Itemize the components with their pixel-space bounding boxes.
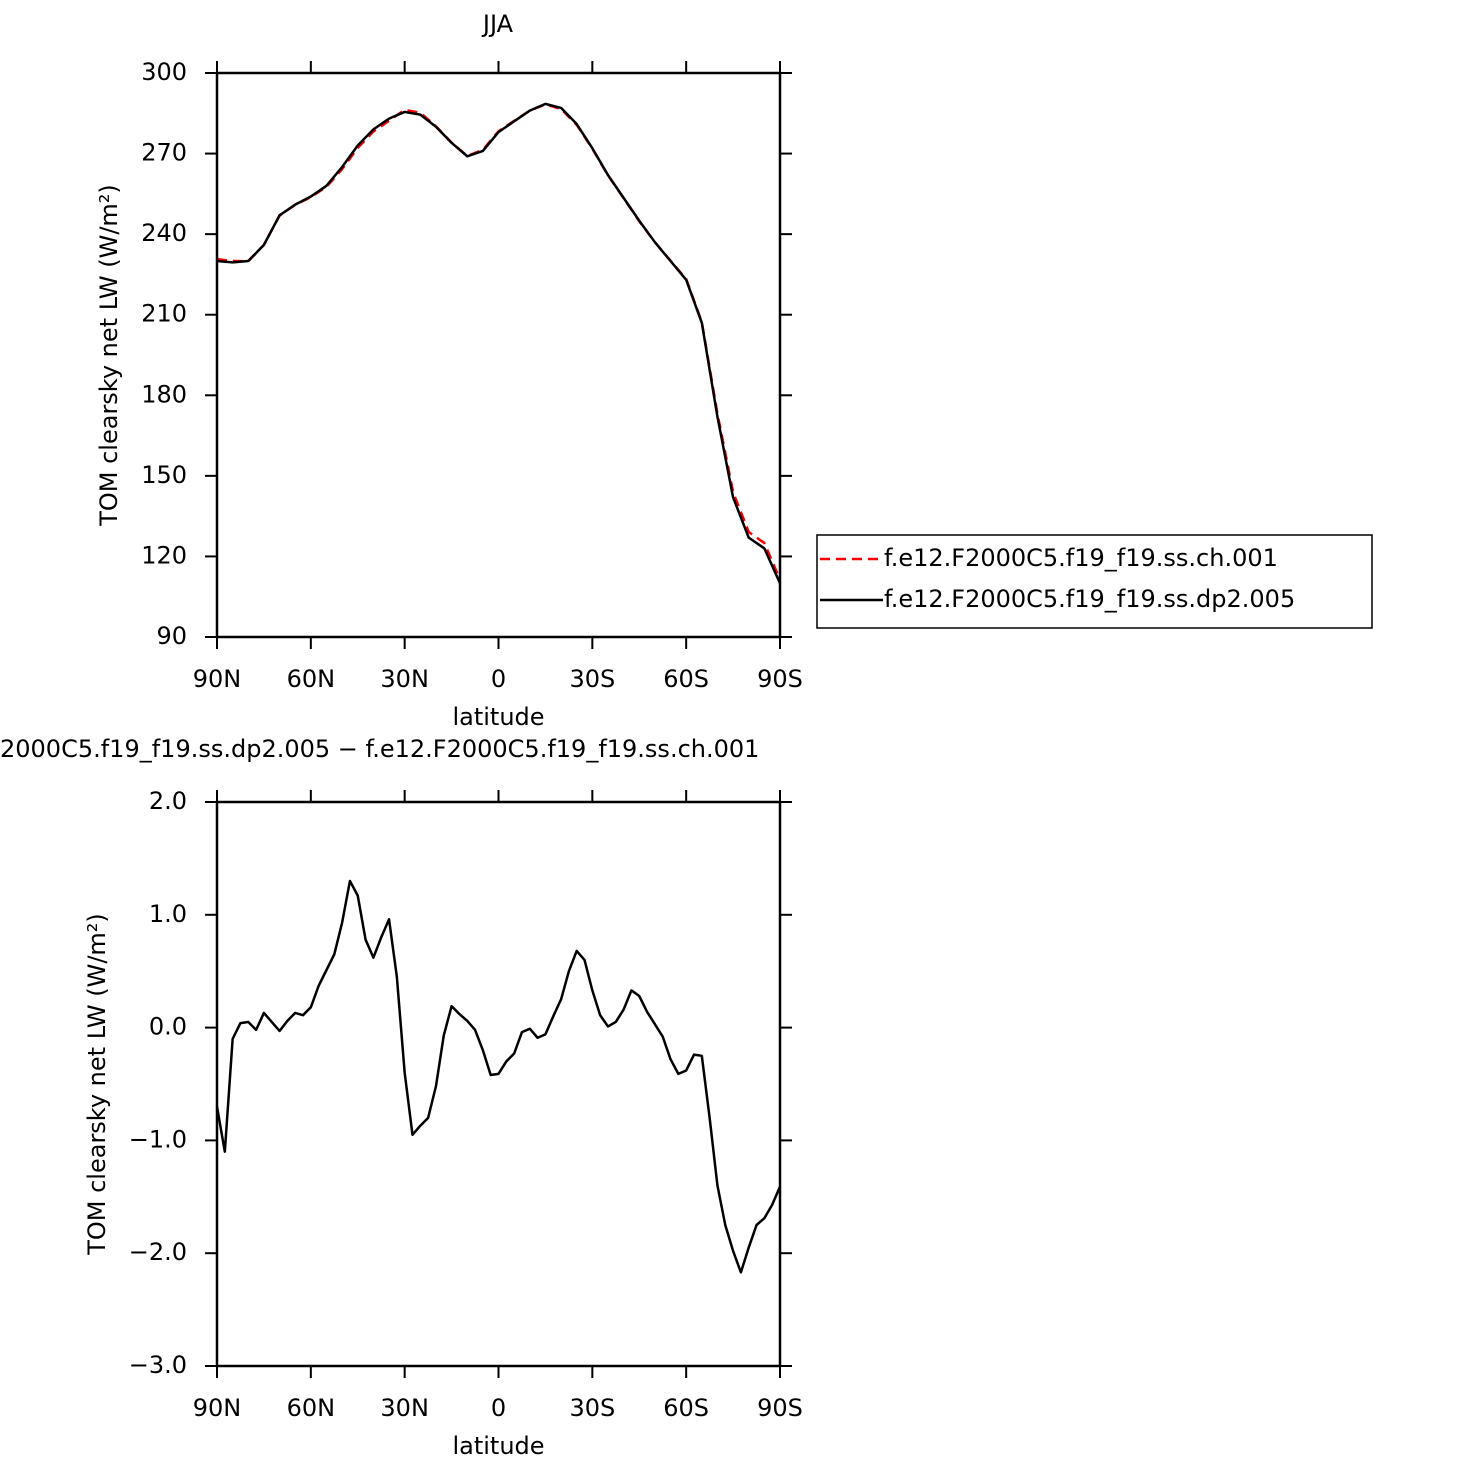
- y-tick-label: 180: [141, 380, 187, 408]
- y-tick-label: 270: [141, 139, 187, 167]
- y-tick-label: 240: [141, 219, 187, 247]
- y-tick-label: −1.0: [129, 1125, 187, 1153]
- x-axis-label: latitude: [452, 703, 544, 731]
- y-tick-label: −3.0: [129, 1351, 187, 1379]
- x-tick-label: 60N: [287, 1394, 336, 1422]
- legend-box: [816, 534, 1373, 629]
- y-tick-label: −2.0: [129, 1238, 187, 1266]
- data-line: [215, 879, 782, 1274]
- y-tick-label: 210: [141, 300, 187, 328]
- chart-title: JJA: [481, 10, 514, 38]
- plot-frame: [215, 71, 782, 639]
- x-tick-label: 90N: [193, 1394, 242, 1422]
- y-axis-label: TOM clearsky net LW (W/m²): [95, 184, 123, 527]
- x-tick-label: 30N: [380, 665, 429, 693]
- legend-label: f.e12.F2000C5.f19_f19.ss.dp2.005: [884, 585, 1295, 613]
- x-tick-label: 90N: [193, 665, 242, 693]
- data-line: [216, 102, 782, 584]
- chart-title: 2000C5.f19_f19.ss.dp2.005 − f.e12.F2000C…: [0, 735, 759, 763]
- x-axis-label: latitude: [452, 1432, 544, 1460]
- legend-label: f.e12.F2000C5.f19_f19.ss.ch.001: [884, 544, 1278, 572]
- x-tick-label: 30S: [569, 1394, 615, 1422]
- y-tick-label: 1.0: [149, 900, 187, 928]
- x-tick-label: 0: [491, 665, 506, 693]
- y-tick-label: 0.0: [149, 1013, 187, 1041]
- y-tick-label: 90: [156, 622, 187, 650]
- x-tick-label: 60S: [663, 1394, 709, 1422]
- plot-frame: [215, 800, 782, 1368]
- y-tick-label: 2.0: [149, 787, 187, 815]
- x-tick-label: 30N: [380, 1394, 429, 1422]
- data-line: [216, 103, 782, 581]
- y-tick-label: 150: [141, 461, 187, 489]
- x-tick-label: 90S: [757, 1394, 803, 1422]
- x-tick-label: 60S: [663, 665, 709, 693]
- x-tick-label: 30S: [569, 665, 615, 693]
- y-tick-label: 120: [141, 541, 187, 569]
- y-axis-label: TOM clearsky net LW (W/m²): [83, 913, 111, 1256]
- x-tick-label: 60N: [287, 665, 336, 693]
- x-tick-label: 0: [491, 1394, 506, 1422]
- x-tick-label: 90S: [757, 665, 803, 693]
- y-tick-label: 300: [141, 58, 187, 86]
